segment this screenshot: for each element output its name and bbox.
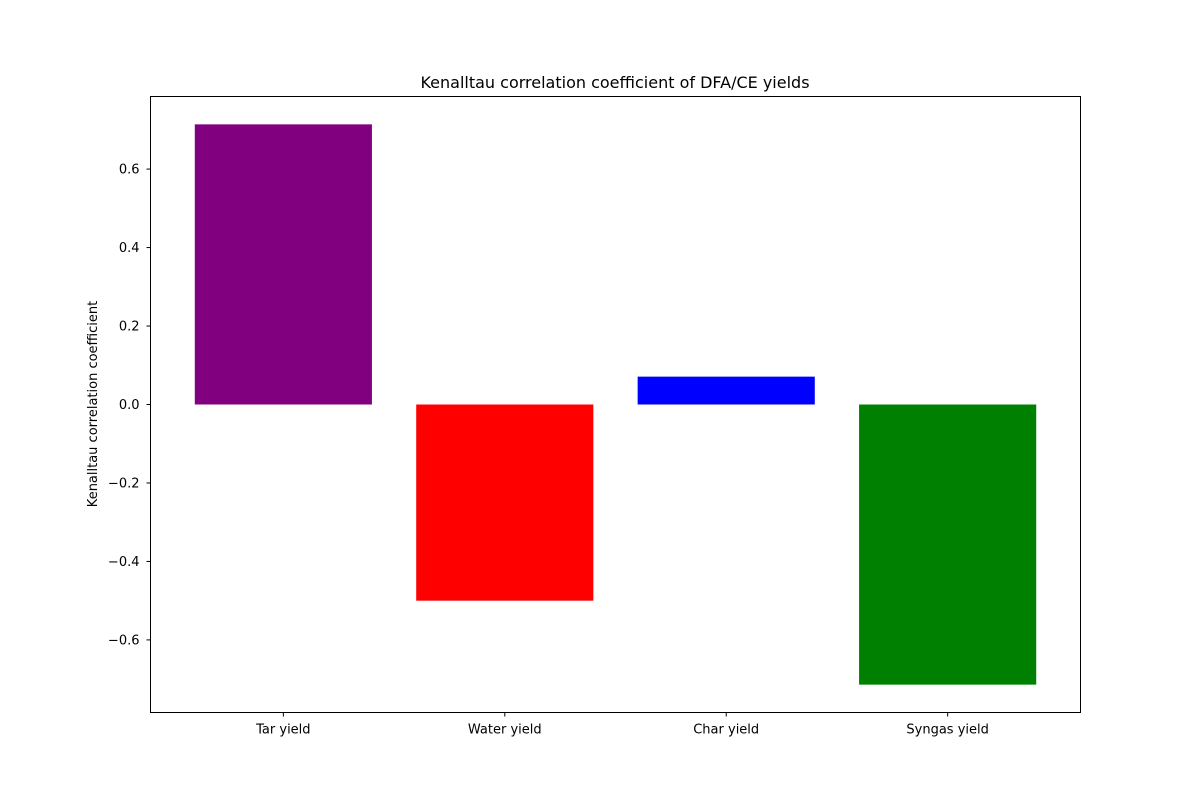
bars-group [194, 124, 1037, 685]
y-tick-label: 0.6 [119, 163, 140, 178]
x-tick-label: Char yield [693, 723, 759, 738]
y-axis-label: Kenalltau correlation coefficient [86, 301, 101, 507]
bar-water-yield [416, 404, 594, 601]
x-tick-label: Tar yield [255, 723, 310, 738]
y-tick-label: −0.2 [108, 476, 140, 491]
y-tick-label: −0.6 [108, 633, 140, 648]
bar-syngas-yield [859, 404, 1037, 685]
y-tick-label: 0.4 [119, 241, 140, 256]
y-tick-label: 0.2 [119, 320, 140, 335]
bar-tar-yield [194, 124, 372, 405]
bar-char-yield [637, 376, 815, 405]
y-axis-ticks: −0.6 −0.4 −0.2 0.0 0.2 0.4 0.6 [108, 163, 151, 648]
y-tick-label: 0.0 [119, 398, 140, 413]
x-axis-ticks: Tar yield Water yield Char yield Syngas yie… [255, 712, 989, 738]
y-tick-label: −0.4 [108, 555, 140, 570]
x-tick-label: Syngas yield [906, 723, 988, 738]
x-tick-label: Water yield [468, 723, 542, 738]
chart-title: Kenalltau correlation coefficient of DFA… [420, 73, 809, 92]
